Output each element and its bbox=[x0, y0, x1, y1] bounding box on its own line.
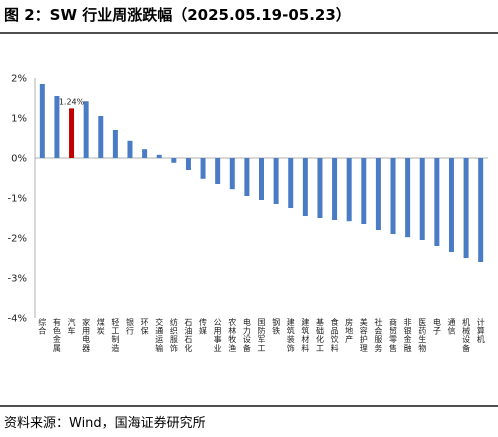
title-bar: 图 2：SW 行业周涨跌幅（2025.05.19-05.23） bbox=[0, 0, 498, 30]
y-tick-label: 2% bbox=[11, 74, 27, 85]
bar bbox=[156, 154, 162, 158]
x-category-label: 医药生物 bbox=[418, 318, 426, 353]
data-label: 1.24% bbox=[59, 97, 85, 106]
x-category-label: 通信 bbox=[447, 317, 455, 336]
bar bbox=[434, 158, 440, 246]
bar bbox=[83, 101, 89, 158]
bar-chart: 2% 1% 0% -1% -2% -3% -4% 综合有色金属汽车家用电器煤炭轻工制造银行环保… bbox=[8, 74, 488, 353]
bar bbox=[127, 140, 133, 158]
x-category-label: 汽车 bbox=[68, 317, 76, 336]
x-category-label: 家用电器 bbox=[82, 317, 90, 353]
x-category-label: 传媒 bbox=[199, 317, 207, 336]
x-category-label: 银行 bbox=[126, 317, 134, 336]
y-tick-label: 1% bbox=[11, 114, 27, 125]
x-category-label: 石油石化 bbox=[184, 318, 192, 353]
bar bbox=[229, 158, 235, 190]
chart-title: 图 2：SW 行业周涨跌幅（2025.05.19-05.23） bbox=[4, 6, 351, 24]
x-category-label: 环保 bbox=[141, 318, 149, 336]
bottom-divider bbox=[0, 405, 498, 407]
x-category-label: 煤炭 bbox=[97, 317, 105, 336]
x-category-label: 轻工制造 bbox=[111, 317, 119, 353]
bar bbox=[478, 158, 484, 262]
x-category-label: 食品饮料 bbox=[331, 317, 339, 353]
x-category-label: 计算机 bbox=[477, 317, 485, 344]
bar bbox=[448, 158, 454, 252]
x-category-label: 非银金融 bbox=[404, 317, 412, 353]
x-category-label: 基础化工 bbox=[316, 317, 324, 353]
bar bbox=[69, 108, 75, 158]
bar bbox=[302, 158, 308, 216]
x-category-label: 美容护理 bbox=[360, 317, 368, 353]
bar bbox=[273, 158, 279, 204]
bar bbox=[332, 158, 338, 220]
y-tick-label: -1% bbox=[8, 194, 27, 205]
bar bbox=[419, 158, 425, 240]
x-category-label: 农林牧渔 bbox=[228, 317, 236, 353]
top-divider bbox=[0, 32, 498, 34]
bar bbox=[244, 158, 250, 196]
y-tick-label: -4% bbox=[8, 314, 27, 325]
bar bbox=[200, 158, 206, 179]
x-category-label: 电力设备 bbox=[243, 317, 251, 353]
bar bbox=[112, 130, 118, 158]
x-category-label: 商贸零售 bbox=[389, 317, 397, 353]
bar bbox=[361, 158, 367, 224]
x-category-label: 房地产 bbox=[345, 317, 353, 344]
bar bbox=[171, 158, 177, 163]
x-category-label: 建筑装饰 bbox=[287, 317, 295, 353]
y-tick-label: -3% bbox=[8, 274, 27, 285]
x-category-label: 机械设备 bbox=[462, 317, 470, 353]
bar bbox=[390, 158, 396, 234]
x-category-label: 国防军工 bbox=[258, 318, 266, 353]
x-category-label: 电子 bbox=[433, 317, 441, 336]
y-tick-label: 0% bbox=[11, 154, 27, 165]
x-category-label: 钢铁 bbox=[272, 317, 280, 336]
x-category-label: 公用事业 bbox=[214, 318, 222, 353]
bar bbox=[98, 116, 104, 158]
bar bbox=[375, 158, 381, 230]
bar bbox=[142, 149, 148, 158]
x-category-label: 综合 bbox=[38, 317, 46, 336]
bar bbox=[185, 158, 191, 170]
y-tick-label: -2% bbox=[8, 234, 27, 245]
x-category-label: 有色金属 bbox=[53, 317, 61, 353]
bar bbox=[346, 158, 352, 222]
x-category-label: 社会服务 bbox=[374, 317, 382, 353]
bar bbox=[288, 158, 294, 208]
bar bbox=[54, 96, 60, 158]
x-category-label: 交通运输 bbox=[155, 317, 163, 353]
bar bbox=[317, 158, 323, 218]
x-category-label: 建筑材料 bbox=[301, 317, 309, 353]
bar bbox=[259, 158, 264, 200]
source-note: 资料来源：Wind，国海证券研究所 bbox=[4, 416, 206, 431]
bar bbox=[405, 158, 411, 238]
x-category-label: 纺织服饰 bbox=[170, 317, 178, 353]
bar bbox=[39, 84, 45, 158]
bar bbox=[463, 158, 469, 258]
bar bbox=[215, 158, 221, 184]
